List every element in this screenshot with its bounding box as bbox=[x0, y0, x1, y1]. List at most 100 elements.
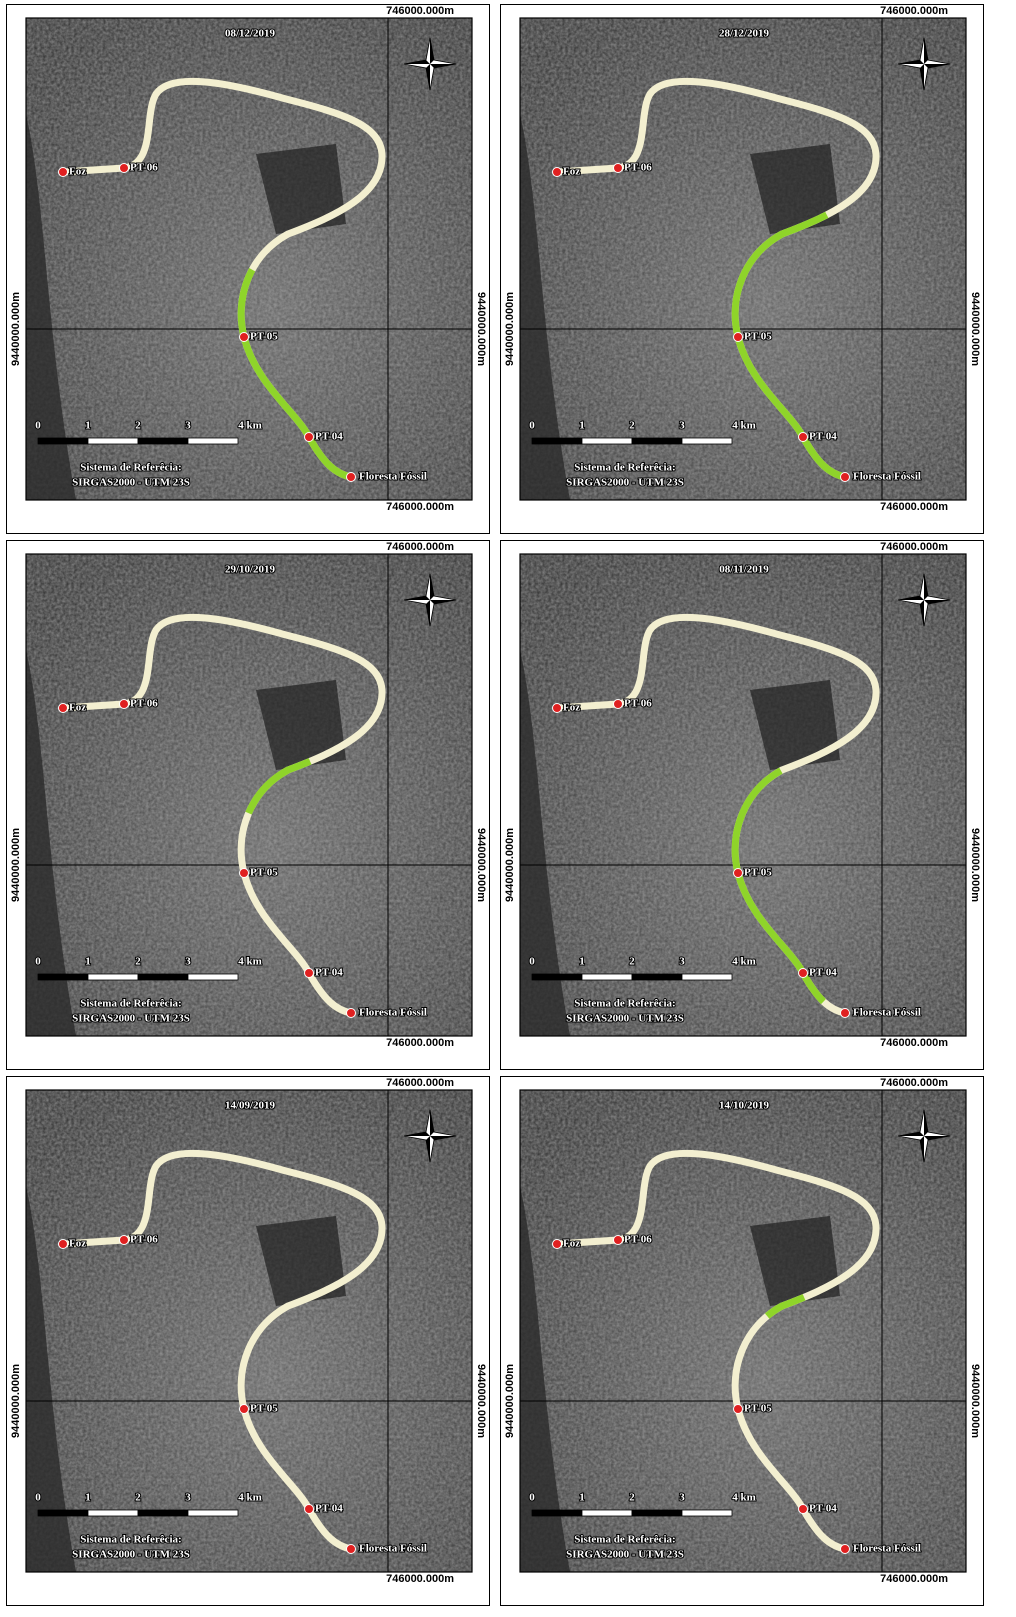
satellite-image: FozPT-06PT-05PT-04Floresta Fóssil01234 k… bbox=[520, 554, 966, 1036]
map-panel: FozPT-06PT-05PT-04Floresta Fóssil01234 k… bbox=[501, 5, 984, 534]
sample-point bbox=[799, 969, 808, 978]
scale-label: 4 km bbox=[238, 420, 262, 432]
coord-top: 746000.000m bbox=[386, 541, 454, 553]
sample-point bbox=[734, 333, 743, 342]
sample-point bbox=[553, 704, 562, 713]
reference-system: Sistema de Referêcia: bbox=[574, 462, 675, 474]
sample-point bbox=[553, 1240, 562, 1249]
point-label: PT-04 bbox=[809, 431, 837, 443]
figure: Foz PT-06 PT-05 PT-04 Floresta Fóssil 0 1 2 3 4 k… bbox=[0, 0, 1016, 1617]
scale-bar-segment bbox=[88, 974, 138, 980]
scale-bar-segment bbox=[682, 1510, 732, 1516]
point-label: PT-05 bbox=[250, 867, 278, 879]
sample-point bbox=[120, 164, 129, 173]
scale-label: 1 bbox=[85, 956, 91, 968]
sample-point bbox=[734, 869, 743, 878]
image-date: 28/12/2019 bbox=[719, 28, 770, 40]
scale-label: 0 bbox=[35, 956, 41, 968]
scale-label: 0 bbox=[35, 1492, 41, 1504]
scale-bar-segment bbox=[632, 974, 682, 980]
scale-label: 1 bbox=[579, 1492, 585, 1504]
point-label: Foz bbox=[563, 166, 580, 178]
point-label: PT-04 bbox=[315, 967, 343, 979]
scale-label: 3 bbox=[679, 1492, 685, 1504]
point-label: Floresta Fóssil bbox=[359, 471, 427, 483]
coord-top: 746000.000m bbox=[386, 5, 454, 17]
scale-bar-segment bbox=[188, 974, 238, 980]
scale-label: 0 bbox=[529, 1492, 535, 1504]
satellite-image: FozPT-06PT-05PT-04Floresta Fóssil01234 k… bbox=[520, 18, 966, 500]
sample-point bbox=[305, 969, 314, 978]
reference-system: Sistema de Referêcia: bbox=[574, 998, 675, 1010]
image-date: 08/12/2019 bbox=[225, 28, 276, 40]
sample-point bbox=[841, 1545, 850, 1554]
scale-label: 3 bbox=[185, 1492, 191, 1504]
image-date: 29/10/2019 bbox=[225, 564, 276, 576]
coord-right: 9440000.000m bbox=[475, 1364, 487, 1438]
scale-label: 1 bbox=[579, 420, 585, 432]
scale-bar-segment bbox=[532, 974, 582, 980]
point-label: Floresta Fóssil bbox=[853, 1543, 921, 1555]
map-panel: FozPT-06PT-05PT-04Floresta Fóssil01234 k… bbox=[501, 1077, 984, 1606]
scale-label: 2 bbox=[629, 420, 635, 432]
scale-bar-segment bbox=[682, 438, 732, 444]
scale-bar-segment bbox=[532, 1510, 582, 1516]
reference-system: SIRGAS2000 - UTM 23S bbox=[72, 1549, 190, 1561]
reference-system: SIRGAS2000 - UTM 23S bbox=[566, 1549, 684, 1561]
point-label: PT-05 bbox=[744, 1403, 772, 1415]
satellite-image: FozPT-06PT-05PT-04Floresta Fóssil01234 k… bbox=[26, 18, 472, 500]
image-date: 14/10/2019 bbox=[719, 1100, 770, 1112]
reference-system: Sistema de Referêcia: bbox=[80, 462, 181, 474]
point-label: Foz bbox=[563, 1238, 580, 1250]
sample-point bbox=[734, 1405, 743, 1414]
point-label: PT-05 bbox=[744, 867, 772, 879]
reference-system: Sistema de Referêcia: bbox=[80, 1534, 181, 1546]
scale-label: 3 bbox=[679, 420, 685, 432]
scale-label: 1 bbox=[85, 1492, 91, 1504]
coord-top: 746000.000m bbox=[880, 1077, 948, 1089]
coord-right: 9440000.000m bbox=[969, 292, 981, 366]
scale-bar-segment bbox=[582, 974, 632, 980]
scale-label: 3 bbox=[679, 956, 685, 968]
point-label: PT-06 bbox=[130, 698, 158, 710]
scale-bar-segment bbox=[532, 438, 582, 444]
scale-bar-segment bbox=[138, 1510, 188, 1516]
sample-point bbox=[59, 168, 68, 177]
point-label: PT-06 bbox=[130, 1234, 158, 1246]
point-label: PT-04 bbox=[809, 967, 837, 979]
coord-bottom: 746000.000m bbox=[386, 501, 454, 513]
sample-point bbox=[59, 1240, 68, 1249]
scale-bar-segment bbox=[188, 1510, 238, 1516]
sample-point bbox=[120, 700, 129, 709]
point-label: PT-04 bbox=[809, 1503, 837, 1515]
scale-bar-segment bbox=[632, 1510, 682, 1516]
sample-point bbox=[120, 1236, 129, 1245]
sample-point bbox=[305, 1505, 314, 1514]
sample-point bbox=[841, 473, 850, 482]
point-label: PT-04 bbox=[315, 1503, 343, 1515]
sample-point bbox=[240, 1405, 249, 1414]
scale-label: 0 bbox=[529, 420, 535, 432]
scale-label: 4 km bbox=[732, 1492, 756, 1504]
map-panel: FozPT-06PT-05PT-04Floresta Fóssil01234 k… bbox=[7, 541, 490, 1070]
satellite-image: FozPT-06PT-05PT-04Floresta Fóssil01234 k… bbox=[26, 1090, 472, 1572]
sample-point bbox=[799, 433, 808, 442]
scale-label: 2 bbox=[135, 420, 141, 432]
point-label: Foz bbox=[69, 702, 86, 714]
point-label: PT-04 bbox=[315, 431, 343, 443]
scale-label: 2 bbox=[135, 1492, 141, 1504]
point-label: Floresta Fóssil bbox=[853, 1007, 921, 1019]
scale-label: 4 km bbox=[238, 956, 262, 968]
coord-bottom: 746000.000m bbox=[880, 1573, 948, 1585]
scale-bar-segment bbox=[188, 438, 238, 444]
sample-point bbox=[841, 1009, 850, 1018]
scale-label: 0 bbox=[35, 420, 41, 432]
coord-left: 9440000.000m bbox=[504, 292, 516, 366]
point-label: Floresta Fóssil bbox=[359, 1543, 427, 1555]
coord-bottom: 746000.000m bbox=[386, 1037, 454, 1049]
sample-point bbox=[799, 1505, 808, 1514]
coord-right: 9440000.000m bbox=[475, 292, 487, 366]
scale-bar-segment bbox=[632, 438, 682, 444]
